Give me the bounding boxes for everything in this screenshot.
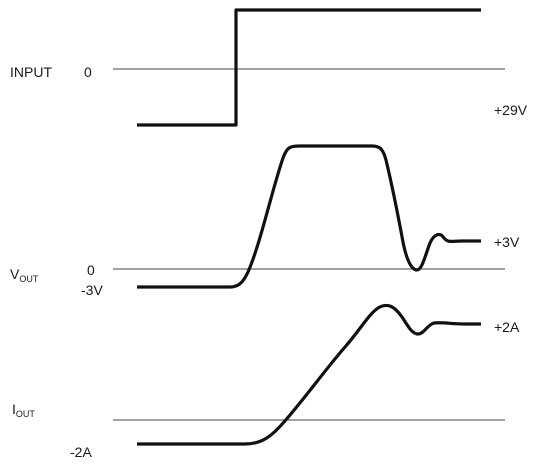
vout-zero-label: 0 [87,262,95,278]
input-zero-label: 0 [84,64,92,80]
plus-29v-label: +29V [494,102,528,118]
iout-label-main: I [12,401,16,417]
minus-3v-label: -3V [81,282,103,298]
iout-label-subscript: OUT [16,409,36,419]
minus-2a-label: -2A [70,444,92,460]
vout-waveform [137,144,481,289]
input-step-waveform [137,8,481,127]
vout-label-main: V [10,266,20,282]
iout-waveform [137,303,481,446]
plus-3v-label: +3V [494,234,520,250]
vout-label: VOUT [10,266,39,284]
vout-label-subscript: OUT [19,274,39,284]
plus-2a-label: +2A [494,319,520,335]
iout-label: IOUT [12,401,35,419]
input-label: INPUT [10,64,52,80]
